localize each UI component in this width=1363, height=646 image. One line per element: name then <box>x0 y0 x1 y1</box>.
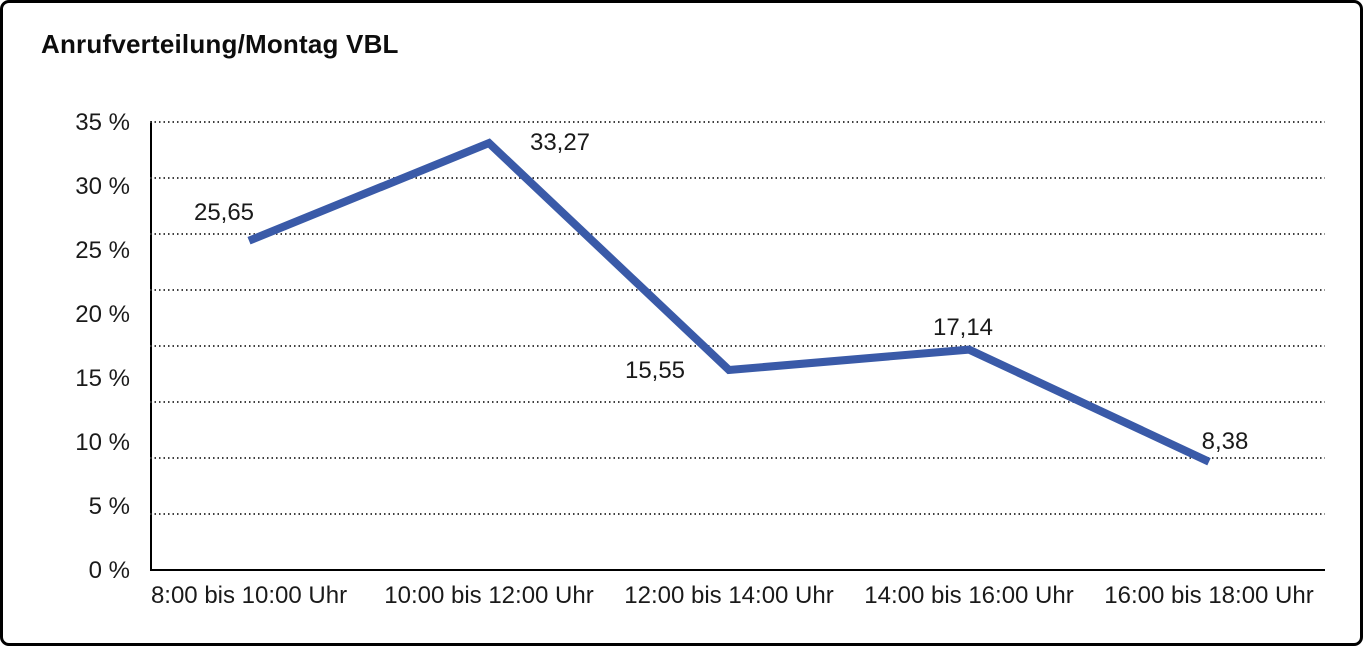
y-tick-label: 30 % <box>75 173 130 200</box>
value-label: 33,27 <box>529 129 591 156</box>
plot-area: 25,65 33,27 15,55 17,14 8,38 <box>150 121 1325 571</box>
y-axis-labels: 35 % 30 % 25 % 20 % 15 % 10 % 5 % 0 % <box>3 109 130 584</box>
y-tick-label: 15 % <box>75 365 130 392</box>
y-tick-label: 0 % <box>88 557 130 584</box>
y-tick-label: 25 % <box>75 237 130 264</box>
x-category-label: 10:00 bis 12:00 Uhr <box>384 582 594 609</box>
gridline <box>150 401 1325 403</box>
value-label: 25,65 <box>193 199 255 226</box>
y-tick-label: 20 % <box>75 301 130 328</box>
value-label: 17,14 <box>932 314 994 341</box>
value-label: 8,38 <box>1201 428 1249 455</box>
x-category-label: 12:00 bis 14:00 Uhr <box>624 582 834 609</box>
value-label: 15,55 <box>624 357 686 384</box>
x-axis-labels: 8:00 bis 10:00 Uhr 10:00 bis 12:00 Uhr 12:… <box>150 582 1325 612</box>
chart-title: Anrufverteilung/Montag VBL <box>41 29 399 59</box>
gridline <box>150 121 1325 123</box>
data-line <box>247 138 1211 466</box>
x-category-label: 16:00 bis 18:00 Uhr <box>1104 582 1314 609</box>
chart-canvas: Anrufverteilung/Montag VBL 35 % 30 % 25 % 2… <box>3 3 1360 643</box>
gridline <box>150 513 1325 515</box>
gridline <box>150 233 1325 235</box>
gridline <box>150 289 1325 291</box>
y-tick-label: 5 % <box>88 493 130 520</box>
y-tick-label: 35 % <box>75 109 130 136</box>
gridline <box>150 177 1325 179</box>
x-category-label: 14:00 bis 16:00 Uhr <box>864 582 1074 609</box>
x-axis-line <box>150 569 1325 571</box>
y-tick-label: 10 % <box>75 429 130 456</box>
x-category-label: 8:00 bis 10:00 Uhr <box>150 582 348 609</box>
gridline <box>150 457 1325 459</box>
gridline <box>150 345 1325 347</box>
